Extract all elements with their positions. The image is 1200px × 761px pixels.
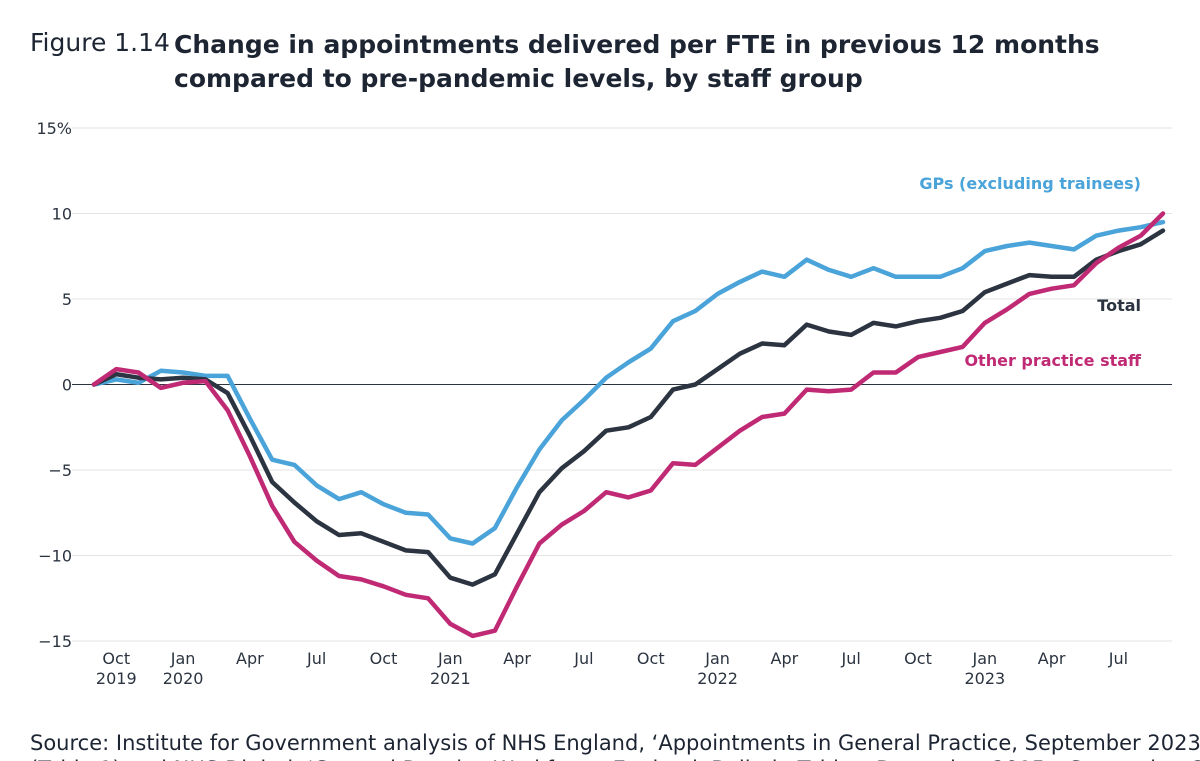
x-tick-label: Oct xyxy=(370,649,398,668)
x-tick-label: Oct xyxy=(102,649,130,668)
y-tick-label: 15% xyxy=(36,119,72,138)
x-tick-label: Jan xyxy=(704,649,730,668)
series-label: Other practice staff xyxy=(964,351,1142,370)
x-tick-label: Jul xyxy=(841,649,861,668)
series-line-2 xyxy=(91,211,1166,639)
x-tick-year: 2022 xyxy=(697,669,738,688)
x-tick-label: Oct xyxy=(904,649,932,668)
x-tick-year: 2023 xyxy=(964,669,1005,688)
series-labels: GPs (excluding trainees) Total Other pract… xyxy=(919,174,1142,370)
x-tick-label: Jan xyxy=(437,649,463,668)
y-axis: 15% 10 5 0 −5 −10 −15 xyxy=(36,119,72,651)
y-tick-label: −10 xyxy=(38,547,72,566)
series-label: GPs (excluding trainees) xyxy=(919,174,1141,193)
source-note: Source: Institute for Government analysi… xyxy=(30,731,1200,755)
x-tick-label: Jan xyxy=(971,649,997,668)
chart-title: Change in appointments delivered per FTE… xyxy=(174,30,1100,93)
figure-label: Figure 1.14 xyxy=(30,28,170,57)
series-label: Total xyxy=(1097,296,1141,315)
series-lines xyxy=(91,211,1166,639)
x-tick-year: 2021 xyxy=(430,669,471,688)
series-line-0 xyxy=(91,219,1166,546)
x-tick-label: Jul xyxy=(306,649,326,668)
y-tick-label: −15 xyxy=(38,632,72,651)
x-tick-label: Jan xyxy=(170,649,196,668)
x-tick-label: Apr xyxy=(503,649,531,668)
x-tick-label: Jul xyxy=(1108,649,1128,668)
gridlines xyxy=(72,127,1172,642)
x-tick-year: 2020 xyxy=(163,669,204,688)
series-line-1 xyxy=(91,228,1166,587)
x-tick-label: Jul xyxy=(573,649,593,668)
y-tick-label: −5 xyxy=(48,461,72,480)
x-tick-label: Apr xyxy=(771,649,799,668)
x-tick-year: 2019 xyxy=(96,669,137,688)
x-tick-label: Apr xyxy=(1038,649,1066,668)
y-tick-label: 10 xyxy=(52,205,72,224)
x-tick-label: Oct xyxy=(637,649,665,668)
y-tick-label: 5 xyxy=(62,290,72,309)
source-note-continued: (Table 1) and NHS Digital, ‘General Prac… xyxy=(30,754,1200,761)
x-tick-label: Apr xyxy=(236,649,264,668)
y-tick-label: 0 xyxy=(62,376,72,395)
